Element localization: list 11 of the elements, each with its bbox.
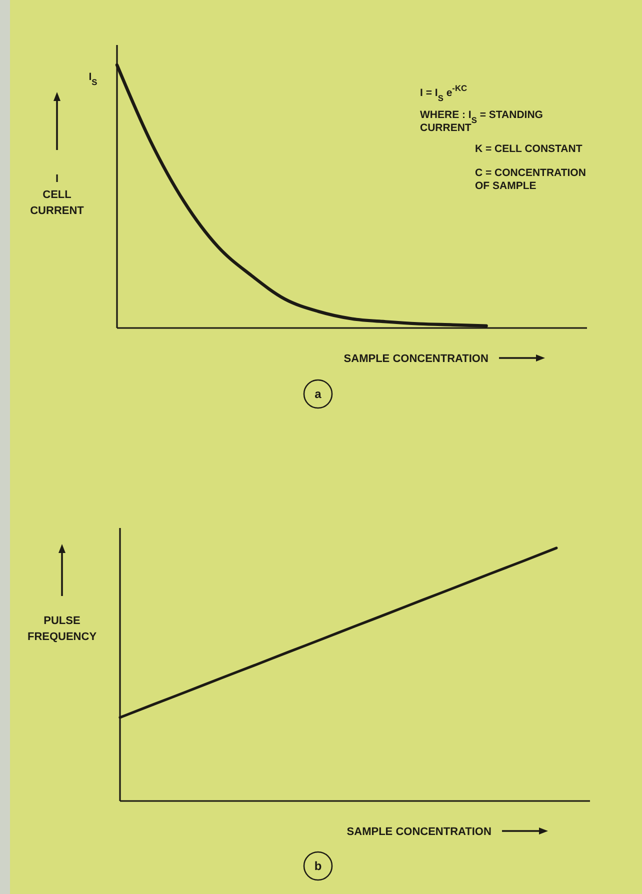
text: a [314, 387, 322, 401]
annotation: K = CELL CONSTANT [475, 143, 583, 155]
y-axis-title: I CELL CURRENT [30, 173, 84, 217]
annotation: I = I$_{S}$ e$^{-KC}$ [420, 83, 468, 103]
text: I$_{S}$ [88, 71, 98, 87]
y-axis-title: PULSE FREQUENCY [27, 615, 98, 643]
annotation: WHERE : I$_{S}$ = STANDING CURRENT [420, 109, 543, 134]
text: b [314, 859, 322, 873]
x-axis-title: SAMPLE CONCENTRATION [346, 826, 492, 838]
annotation: C = CONCENTRATION OF SAMPLE [475, 167, 586, 192]
x-axis-title: SAMPLE CONCENTRATION [344, 353, 488, 365]
